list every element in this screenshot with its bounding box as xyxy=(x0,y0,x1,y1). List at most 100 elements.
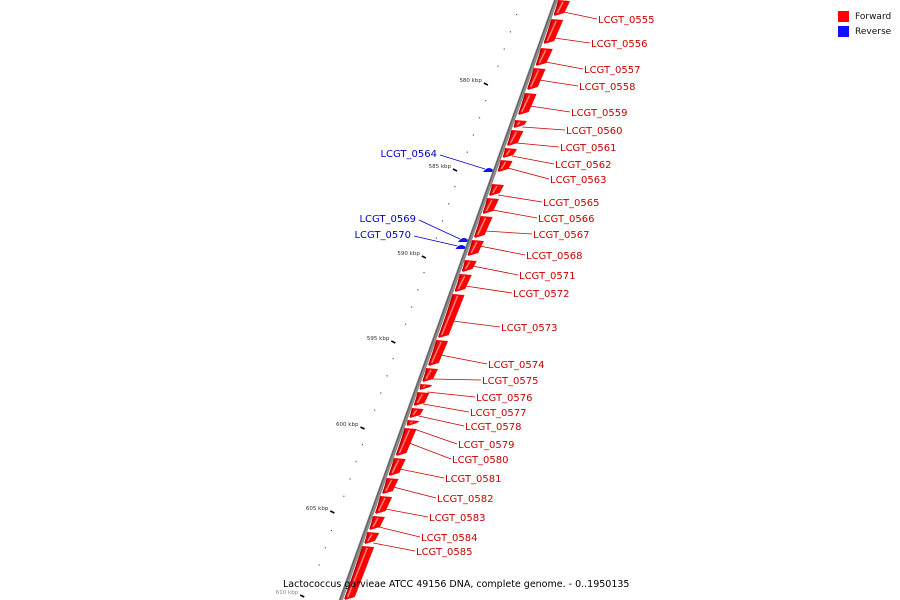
minor-tick xyxy=(417,289,419,291)
gene-labels: LCGT_0555 LCGT_0556 LCGT_0557 LCGT_0558 LCGT… xyxy=(354,11,655,558)
forward-gene-highlight xyxy=(398,429,411,454)
label-leader xyxy=(522,126,566,131)
forward-gene-label: LCGT_0561 xyxy=(560,143,617,154)
forward-swatch xyxy=(838,11,849,22)
minor-tick xyxy=(472,134,474,136)
forward-gene-label: LCGT_0556 xyxy=(591,39,648,50)
scale-label: 590 kbp xyxy=(397,251,420,257)
forward-gene xyxy=(420,384,433,390)
forward-gene-label: LCGT_0580 xyxy=(452,455,509,466)
forward-gene-label: LCGT_0567 xyxy=(533,230,590,241)
label-leader xyxy=(413,235,458,247)
forward-gene-highlight xyxy=(409,421,413,424)
label-leader xyxy=(516,142,560,148)
forward-gene-label: LCGT_0573 xyxy=(501,323,558,334)
forward-gene-shade xyxy=(438,294,455,338)
backbone-line xyxy=(338,0,559,600)
label-leader xyxy=(439,154,486,170)
label-leader xyxy=(452,320,501,328)
minor-tick xyxy=(454,186,456,188)
forward-gene-shade xyxy=(344,546,364,600)
minor-tick xyxy=(349,478,351,480)
minor-tick xyxy=(411,306,413,308)
minor-tick xyxy=(355,461,357,463)
label-leader xyxy=(413,428,458,445)
genome-backbone xyxy=(338,0,559,600)
forward-gene-shade xyxy=(369,516,375,530)
forward-gene-shade xyxy=(375,496,382,514)
forward-gene-label: LCGT_0581 xyxy=(445,474,502,485)
forward-gene-label: LCGT_0566 xyxy=(538,214,595,225)
forward-gene-label: LCGT_0583 xyxy=(429,513,486,524)
minor-tick xyxy=(441,220,444,222)
forward-gene-shade xyxy=(507,130,513,146)
major-tick xyxy=(421,255,427,259)
forward-gene-shade xyxy=(409,408,414,418)
forward-gene-highlight xyxy=(530,69,540,88)
label-leader xyxy=(378,526,421,538)
forward-gene-shade xyxy=(518,93,527,115)
minor-tick xyxy=(423,272,425,274)
reverse-gene xyxy=(483,168,496,172)
forward-gene-highlight xyxy=(431,341,442,364)
forward-gene-shade xyxy=(461,260,467,272)
forward-gene-label: LCGT_0560 xyxy=(566,126,623,137)
forward-gene-highlight xyxy=(476,217,487,236)
major-tick xyxy=(329,510,335,514)
forward-gene-shade xyxy=(497,160,503,172)
forward-gene-highlight xyxy=(546,20,557,42)
legend-item-reverse: Reverse xyxy=(838,24,891,39)
label-leader xyxy=(554,37,591,44)
forward-gene-label: LCGT_0558 xyxy=(579,82,636,93)
forward-gene-highlight xyxy=(470,241,478,254)
forward-gene-label: LCGT_0584 xyxy=(421,533,478,544)
minor-tick xyxy=(497,65,499,67)
forward-gene-label: LCGT_0571 xyxy=(519,271,576,282)
forward-gene-label: LCGT_0574 xyxy=(488,360,545,371)
forward-gene-shade xyxy=(489,184,494,196)
label-leader xyxy=(563,11,598,20)
label-leader xyxy=(485,230,533,235)
forward-gene-shade xyxy=(474,216,483,238)
forward-gene-shade xyxy=(482,198,489,214)
forward-gene-highlight xyxy=(509,131,518,144)
legend-label-reverse: Reverse xyxy=(855,26,892,37)
scale-label: 585 kbp xyxy=(429,164,452,170)
forward-gene-highlight xyxy=(521,94,531,113)
forward-gene-highlight xyxy=(385,479,393,492)
forward-gene-highlight xyxy=(516,121,521,126)
forward-gene-shade xyxy=(406,420,409,426)
minor-tick xyxy=(404,323,407,325)
forward-gene-highlight xyxy=(538,49,547,64)
forward-gene-highlight xyxy=(492,185,498,194)
label-leader xyxy=(507,167,550,180)
reverse-swatch xyxy=(838,26,849,37)
label-leader xyxy=(545,61,584,70)
minor-tick xyxy=(448,203,450,205)
forward-gene-label: LCGT_0579 xyxy=(458,440,515,451)
reverse-gene-label: LCGT_0564 xyxy=(380,149,437,160)
forward-gene-shade xyxy=(382,478,389,494)
forward-gene xyxy=(407,420,420,426)
scale-label: 605 kbp xyxy=(306,506,329,512)
scale-ticks: 580 kbp 585 kbp 590 kbp 595 kbp 600 kbp 605 k… xyxy=(276,14,518,598)
forward-gene-shade xyxy=(527,68,536,90)
label-leader xyxy=(427,391,476,398)
label-leader xyxy=(373,542,416,552)
label-leader xyxy=(539,79,579,87)
forward-gene-label: LCGT_0565 xyxy=(543,198,600,209)
gene-features xyxy=(344,0,570,600)
legend: Forward Reverse xyxy=(838,9,891,39)
forward-gene-highlight xyxy=(372,517,379,528)
minor-tick xyxy=(380,392,382,394)
label-leader xyxy=(492,209,538,219)
forward-gene-label: LCGT_0562 xyxy=(555,160,612,171)
forward-gene-label: LCGT_0557 xyxy=(584,65,641,76)
forward-gene-highlight xyxy=(416,393,424,404)
label-leader xyxy=(408,442,452,460)
minor-tick xyxy=(515,14,518,16)
label-leader xyxy=(399,468,445,479)
forward-gene-highlight xyxy=(505,149,511,156)
forward-gene-highlight xyxy=(412,409,418,416)
